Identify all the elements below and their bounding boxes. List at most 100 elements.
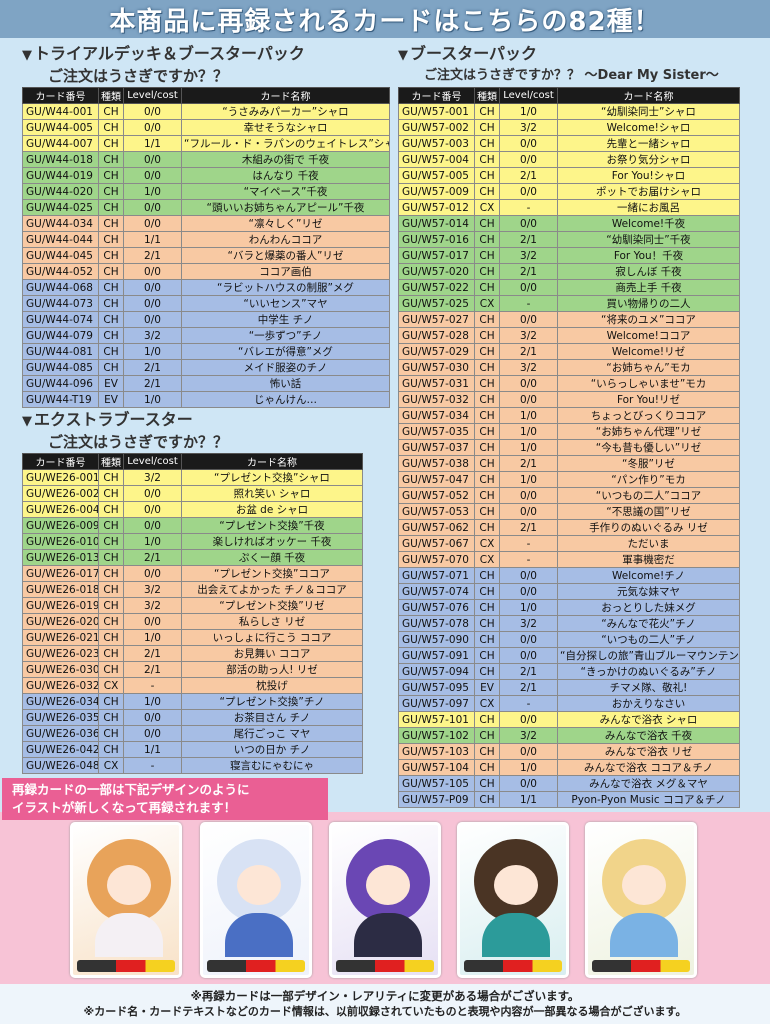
footer-line1: ※再録カードは一部デザイン・レアリティに変更がある場合がございます。 bbox=[190, 989, 580, 1003]
card-number-cell: GU/W44-025 bbox=[22, 199, 99, 216]
card-name-cell: いっしょに行こう ココア bbox=[181, 629, 363, 646]
card-number-cell: GU/W44-081 bbox=[22, 343, 99, 360]
table-row: GU/W57-104 CH 1/0 みんなで浴衣 ココア＆チノ bbox=[398, 759, 740, 776]
table-row: GU/W44-018 CH 0/0 木組みの街で 千夜 bbox=[22, 151, 390, 168]
table-row: GU/W57-003 CH 0/0 先輩と一緒シャロ bbox=[398, 135, 740, 152]
level-cost-cell: 0/0 bbox=[123, 485, 182, 502]
card-name-cell: “うさみみパーカー”シャロ bbox=[181, 103, 390, 120]
card-number-cell: GU/W57-009 bbox=[398, 183, 475, 200]
table-row: GU/WE26-042 CH 1/1 いつの日か チノ bbox=[22, 741, 363, 758]
card-number-cell: GU/W57-105 bbox=[398, 775, 475, 792]
table-header-row: カード番号 種類 Level/cost カード名称 bbox=[22, 87, 390, 104]
card-artwork-2 bbox=[200, 822, 312, 978]
table-row: GU/W57-004 CH 0/0 お祭り気分シャロ bbox=[398, 151, 740, 168]
card-number-cell: GU/WE26-021 bbox=[22, 629, 99, 646]
card-number-cell: GU/W57-002 bbox=[398, 119, 475, 136]
card-name-cell: お祭り気分シャロ bbox=[557, 151, 740, 168]
level-cost-cell: 2/1 bbox=[499, 231, 558, 248]
table-row: GU/W44-025 CH 0/0 “頭いいお姉ちゃんアピール”千夜 bbox=[22, 199, 390, 216]
card-number-cell: GU/WE26-010 bbox=[22, 533, 99, 550]
table-header-row: カード番号 種類 Level/cost カード名称 bbox=[22, 453, 363, 470]
card-number-cell: GU/W57-022 bbox=[398, 279, 475, 296]
table-row: GU/WE26-036 CH 0/0 尾行ごっこ マヤ bbox=[22, 725, 363, 742]
card-type-cell: CH bbox=[474, 359, 500, 376]
level-cost-cell: - bbox=[123, 757, 182, 774]
header-type: 種類 bbox=[98, 87, 124, 104]
table-row: GU/WE26-013 CH 2/1 ぷくー顔 千夜 bbox=[22, 549, 363, 566]
card-name-cell: “パン作り”モカ bbox=[557, 471, 740, 488]
banner-title: 本商品に再録されるカードはこちらの82種！ bbox=[109, 6, 661, 37]
card-type-cell: CH bbox=[98, 517, 124, 534]
level-cost-cell: - bbox=[499, 551, 558, 568]
level-cost-cell: 0/0 bbox=[123, 215, 182, 232]
card-type-cell: CH bbox=[98, 199, 124, 216]
card-number-cell: GU/W44-005 bbox=[22, 119, 99, 136]
card-type-cell: CX bbox=[474, 199, 500, 216]
card-type-cell: CH bbox=[98, 295, 124, 312]
card-number-cell: GU/W57-016 bbox=[398, 231, 475, 248]
card-type-cell: CX bbox=[474, 551, 500, 568]
card-artwork-5 bbox=[585, 822, 697, 978]
table-row: GU/WE26-010 CH 1/0 楽しければオッケー 千夜 bbox=[22, 533, 363, 550]
level-cost-cell: 2/1 bbox=[499, 519, 558, 536]
card-number-cell: GU/W44-079 bbox=[22, 327, 99, 344]
card-type-cell: CH bbox=[98, 581, 124, 598]
card-number-cell: GU/W57-025 bbox=[398, 295, 475, 312]
card-type-cell: CX bbox=[474, 695, 500, 712]
table-row: GU/W57-091 CH 0/0 “自分探しの旅”青山ブルーマウンテン bbox=[398, 647, 740, 664]
table-row: GU/W57-035 CH 1/0 “お姉ちゃん代理”リゼ bbox=[398, 423, 740, 440]
level-cost-cell: 0/0 bbox=[123, 613, 182, 630]
card-number-cell: GU/W44-052 bbox=[22, 263, 99, 280]
card-name-cell: みんなで浴衣 リゼ bbox=[557, 743, 740, 760]
card-number-cell: GU/W44-073 bbox=[22, 295, 99, 312]
card-type-cell: CX bbox=[98, 677, 124, 694]
level-cost-cell: 1/0 bbox=[499, 103, 558, 120]
card-type-cell: CH bbox=[474, 183, 500, 200]
level-cost-cell: 1/0 bbox=[123, 693, 182, 710]
level-cost-cell: 1/1 bbox=[499, 791, 558, 808]
card-number-cell: GU/WE26-019 bbox=[22, 597, 99, 614]
card-number-cell: GU/WE26-034 bbox=[22, 693, 99, 710]
card-number-cell: GU/WE26-048 bbox=[22, 757, 99, 774]
card-type-cell: CH bbox=[474, 215, 500, 232]
card-type-cell: CH bbox=[98, 485, 124, 502]
card-name-cell: “自分探しの旅”青山ブルーマウンテン bbox=[557, 647, 740, 664]
card-type-cell: CH bbox=[98, 183, 124, 200]
level-cost-cell: - bbox=[123, 677, 182, 694]
triangle-icon: ▼ bbox=[22, 414, 32, 429]
level-cost-cell: 3/2 bbox=[123, 327, 182, 344]
card-number-cell: GU/W57-052 bbox=[398, 487, 475, 504]
card-name-cell: ポットでお届けシャロ bbox=[557, 183, 740, 200]
level-cost-cell: 0/0 bbox=[123, 725, 182, 742]
card-type-cell: CH bbox=[98, 469, 124, 486]
card-type-cell: CH bbox=[98, 167, 124, 184]
card-artwork-3 bbox=[329, 822, 441, 978]
card-name-cell: お茶目さん チノ bbox=[181, 709, 363, 726]
card-type-cell: CH bbox=[474, 151, 500, 168]
card-name-cell: “幼馴染同士”千夜 bbox=[557, 231, 740, 248]
card-name-cell: Welcome!リゼ bbox=[557, 343, 740, 360]
card-type-cell: CX bbox=[98, 757, 124, 774]
table-row: GU/W57-034 CH 1/0 ちょっとびっくりココア bbox=[398, 407, 740, 424]
table-row: GU/W57-017 CH 3/2 For You！千夜 bbox=[398, 247, 740, 264]
card-type-cell: CX bbox=[474, 535, 500, 552]
level-cost-cell: 2/1 bbox=[499, 167, 558, 184]
card-number-cell: GU/WE26-035 bbox=[22, 709, 99, 726]
card-number-cell: GU/W57-094 bbox=[398, 663, 475, 680]
card-name-cell: メイド服姿のチノ bbox=[181, 359, 390, 376]
level-cost-cell: 0/0 bbox=[499, 503, 558, 520]
card-number-cell: GU/W44-074 bbox=[22, 311, 99, 328]
table-row: GU/W57-094 CH 2/1 “きっかけのぬいぐるみ”チノ bbox=[398, 663, 740, 680]
level-cost-cell: 2/1 bbox=[499, 663, 558, 680]
card-name-cell: For You!シャロ bbox=[557, 167, 740, 184]
card-type-cell: CH bbox=[474, 311, 500, 328]
level-cost-cell: 1/1 bbox=[123, 231, 182, 248]
card-number-cell: GU/W57-103 bbox=[398, 743, 475, 760]
level-cost-cell: 1/1 bbox=[123, 135, 182, 152]
card-name-cell: 幸せそうなシャロ bbox=[181, 119, 390, 136]
card-artwork-1 bbox=[70, 822, 182, 978]
table-row: GU/W44-020 CH 1/0 “マイペース”千夜 bbox=[22, 183, 390, 200]
card-type-cell: EV bbox=[474, 679, 500, 696]
table-row: GU/W57-078 CH 3/2 “みんなで花火”チノ bbox=[398, 615, 740, 632]
table-row: GU/WE26-035 CH 0/0 お茶目さん チノ bbox=[22, 709, 363, 726]
